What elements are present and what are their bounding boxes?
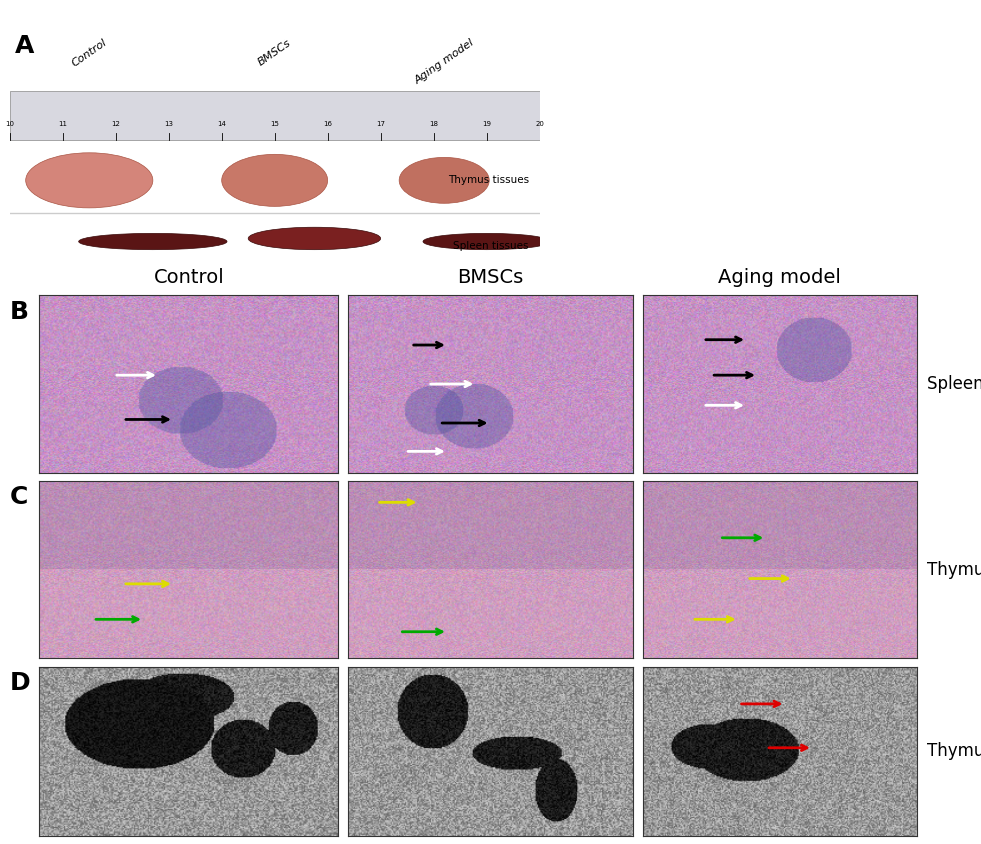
- Ellipse shape: [222, 154, 328, 206]
- Text: B: B: [10, 300, 28, 323]
- Text: Aging model: Aging model: [413, 37, 476, 86]
- Text: Aging model: Aging model: [718, 268, 842, 287]
- Text: Control: Control: [70, 37, 109, 69]
- Text: 12: 12: [111, 122, 121, 127]
- Ellipse shape: [399, 157, 490, 203]
- Ellipse shape: [26, 153, 153, 208]
- Text: C: C: [10, 485, 28, 509]
- Text: Spleen tissues: Spleen tissues: [927, 375, 981, 393]
- Text: 16: 16: [323, 122, 333, 127]
- Text: 20: 20: [535, 122, 544, 127]
- Text: 10: 10: [5, 122, 15, 127]
- Ellipse shape: [423, 233, 550, 250]
- Ellipse shape: [78, 233, 227, 250]
- Text: A: A: [15, 34, 34, 57]
- Text: Thymus tissues: Thymus tissues: [927, 742, 981, 760]
- Ellipse shape: [248, 227, 381, 250]
- Text: 14: 14: [217, 122, 227, 127]
- Text: D: D: [10, 671, 30, 695]
- Bar: [10, 90, 540, 139]
- Text: BMSCs: BMSCs: [256, 37, 293, 68]
- Text: 15: 15: [270, 122, 280, 127]
- Text: 18: 18: [429, 122, 439, 127]
- Text: 13: 13: [164, 122, 174, 127]
- Text: 17: 17: [376, 122, 386, 127]
- Text: 11: 11: [58, 122, 68, 127]
- Text: Thymus tissues: Thymus tissues: [927, 560, 981, 579]
- Text: BMSCs: BMSCs: [457, 268, 524, 287]
- Text: 19: 19: [482, 122, 491, 127]
- Text: Control: Control: [153, 268, 225, 287]
- Text: Spleen tissues: Spleen tissues: [453, 241, 529, 251]
- Text: Thymus tissues: Thymus tissues: [448, 176, 529, 186]
